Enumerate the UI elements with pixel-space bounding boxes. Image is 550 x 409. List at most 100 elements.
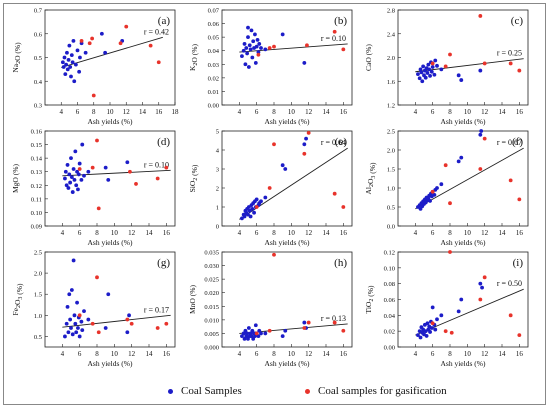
data-point [435,63,439,68]
data-point [517,68,522,73]
data-point [478,132,483,137]
data-point [267,328,272,333]
data-point [259,331,263,336]
data-point [106,177,111,182]
data-point [79,38,84,43]
data-point [70,332,75,337]
data-point [302,320,307,325]
panel-a: 4 6 8 10 12 14 16 18 0.3 0.4 0.5 0.6 0.7 Ash yields (… [11,8,179,127]
data-point [99,31,104,36]
data-point [280,334,285,339]
panel-g: 4 6 8 10 12 14 16 0.5 1.0 1.5 2.0 2.5 Ash yields (%)… [11,250,176,368]
data-point [90,321,95,326]
data-point [426,62,431,67]
trend-line [415,58,524,73]
data-point [256,52,261,57]
y-tick-label: 2.4 [387,31,396,38]
data-point [416,333,420,338]
panel-label: (i) [513,257,524,269]
data-point [246,65,251,69]
y-tick-label: 1.2 [387,103,395,110]
x-tick-label: 6 [78,229,82,237]
data-point [125,330,130,335]
data-point [77,161,82,166]
panel-label: (a) [158,15,171,27]
y-tick-label: 0.4 [34,79,43,86]
y-tick-label: 0 [216,224,219,231]
x-tick-label: 12 [123,108,131,116]
y-tick-label: 0.02 [208,75,219,82]
plot-frame [44,251,176,348]
x-tick-label: 10 [288,108,296,116]
series-gasification-samples [77,138,169,211]
series-gasification-samples [254,252,346,336]
data-point [416,72,420,77]
data-point [79,177,84,182]
data-point [482,275,487,280]
series-gasification-samples [430,250,522,338]
trend-line [61,36,163,68]
data-point [249,334,254,339]
x-tick-label: 4 [414,108,418,116]
data-point [69,74,73,79]
data-point [272,252,276,257]
data-point [79,319,84,324]
data-point [257,328,262,333]
data-point [103,165,108,170]
data-point [77,334,82,339]
data-point [267,186,272,190]
data-point [482,136,487,141]
data-point [443,329,448,334]
data-point [90,36,95,41]
y-tick-label: 2.0 [387,55,395,62]
x-tick-label: 16 [155,108,163,116]
data-point [439,313,444,318]
data-point [456,309,461,314]
data-point [75,300,79,305]
y-tick-label: 0.025 [204,277,219,284]
data-point [272,142,276,147]
data-point [69,175,74,180]
series-gasification-samples [77,275,169,335]
data-point [70,60,75,65]
data-point [83,50,88,55]
x-tick-label: 8 [95,350,99,358]
data-point [155,176,160,181]
y-tick-label: 0.03 [208,62,219,69]
panel-label: (f) [512,136,523,148]
series-gasification-samples [256,29,346,57]
y-tick-label: 0.08 [384,281,395,288]
y-tick-label: 0.5 [34,334,42,341]
data-point [418,335,423,340]
data-point [65,304,70,309]
data-point [90,165,95,170]
data-point [128,169,132,174]
data-point [67,292,72,297]
y-tick-label: 0.010 [204,317,219,324]
x-tick-label: 10 [288,350,296,358]
data-point [306,320,311,325]
data-point [478,281,483,286]
data-point [63,334,67,339]
y-tick-label: 0.030 [204,263,219,270]
data-point [248,47,253,52]
data-point [65,67,70,72]
data-point [246,35,250,40]
data-point [125,160,130,165]
x-tick-label: 4 [60,108,64,116]
data-point [254,205,259,209]
data-point [246,326,251,330]
x-tick-label: 4 [238,350,242,358]
panel-f: 4 6 8 10 12 14 16 0.0 0.5 1.0 1.5 2.0 2.5 Ash yields … [364,129,529,247]
panel-label: (g) [157,257,170,269]
data-point [246,25,250,30]
data-point [95,138,99,143]
data-point [435,186,439,190]
r-value-label: r = 0.10 [321,34,346,43]
data-point [242,336,247,341]
data-point [156,60,161,65]
data-point [86,169,91,174]
data-point [424,334,429,338]
data-point [63,169,68,174]
